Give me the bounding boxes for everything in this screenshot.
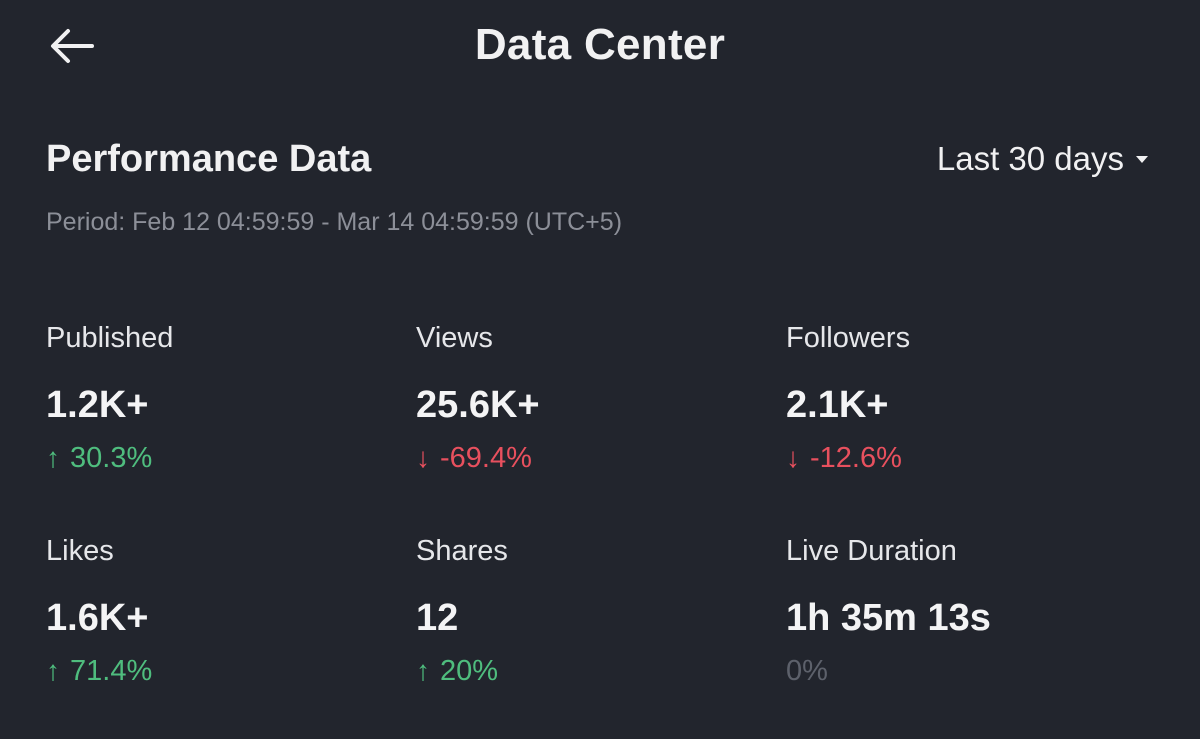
caret-down-icon <box>1136 155 1148 163</box>
metric-label: Shares <box>416 535 508 567</box>
metric-change: ↓ -12.6% <box>786 438 1126 478</box>
metric-change-value: -69.4% <box>440 442 532 474</box>
page-title: Data Center <box>474 20 726 69</box>
metric-value: 12 <box>416 597 459 639</box>
metric-label: Followers <box>786 322 911 354</box>
metric-change-value: -12.6% <box>810 442 902 474</box>
metric-change: ↓ -69.4% <box>416 438 756 478</box>
metric-value: 1h 35m 13s <box>786 597 991 639</box>
arrow-left-icon <box>51 29 94 63</box>
metric-value: 1.6K+ <box>46 597 149 639</box>
metric-followers[interactable]: Followers 2.1K+ ↓ -12.6% <box>786 318 1126 478</box>
date-range-dropdown[interactable]: Last 30 days <box>937 140 1148 178</box>
metric-live-duration[interactable]: Live Duration 1h 35m 13s 0% <box>786 531 1126 691</box>
section-title: Performance Data <box>46 138 372 180</box>
metric-likes[interactable]: Likes 1.6K+ ↑ 71.4% <box>46 531 386 691</box>
metric-value: 1.2K+ <box>46 384 149 426</box>
metric-shares[interactable]: Shares 12 ↑ 20% <box>416 531 756 691</box>
arrow-down-icon: ↓ <box>786 442 800 473</box>
metric-change-value: 71.4% <box>70 655 153 687</box>
metric-views[interactable]: Views 25.6K+ ↓ -69.4% <box>416 318 756 478</box>
arrow-down-icon: ↓ <box>416 442 430 473</box>
back-button[interactable] <box>44 24 100 68</box>
metric-change: ↑ 71.4% <box>46 651 386 691</box>
top-bar: Data Center <box>0 0 1200 92</box>
arrow-up-icon: ↑ <box>46 655 60 686</box>
arrow-up-icon: ↑ <box>416 655 430 686</box>
metric-change: 0% <box>786 651 1126 691</box>
metric-change: ↑ 20% <box>416 651 756 691</box>
period-text: Period: Feb 12 04:59:59 - Mar 14 04:59:5… <box>46 208 623 236</box>
metric-label: Live Duration <box>786 535 957 567</box>
metric-value: 25.6K+ <box>416 384 540 426</box>
metric-label: Published <box>46 322 174 354</box>
metric-change-value: 0% <box>786 655 828 687</box>
metric-published[interactable]: Published 1.2K+ ↑ 30.3% <box>46 318 386 478</box>
metric-label: Views <box>416 322 493 354</box>
arrow-up-icon: ↑ <box>46 442 60 473</box>
metric-change-value: 20% <box>440 655 499 687</box>
date-range-label: Last 30 days <box>936 140 1124 177</box>
metric-change: ↑ 30.3% <box>46 438 386 478</box>
metric-label: Likes <box>46 535 114 567</box>
metric-value: 2.1K+ <box>786 384 889 426</box>
metric-change-value: 30.3% <box>70 442 153 474</box>
